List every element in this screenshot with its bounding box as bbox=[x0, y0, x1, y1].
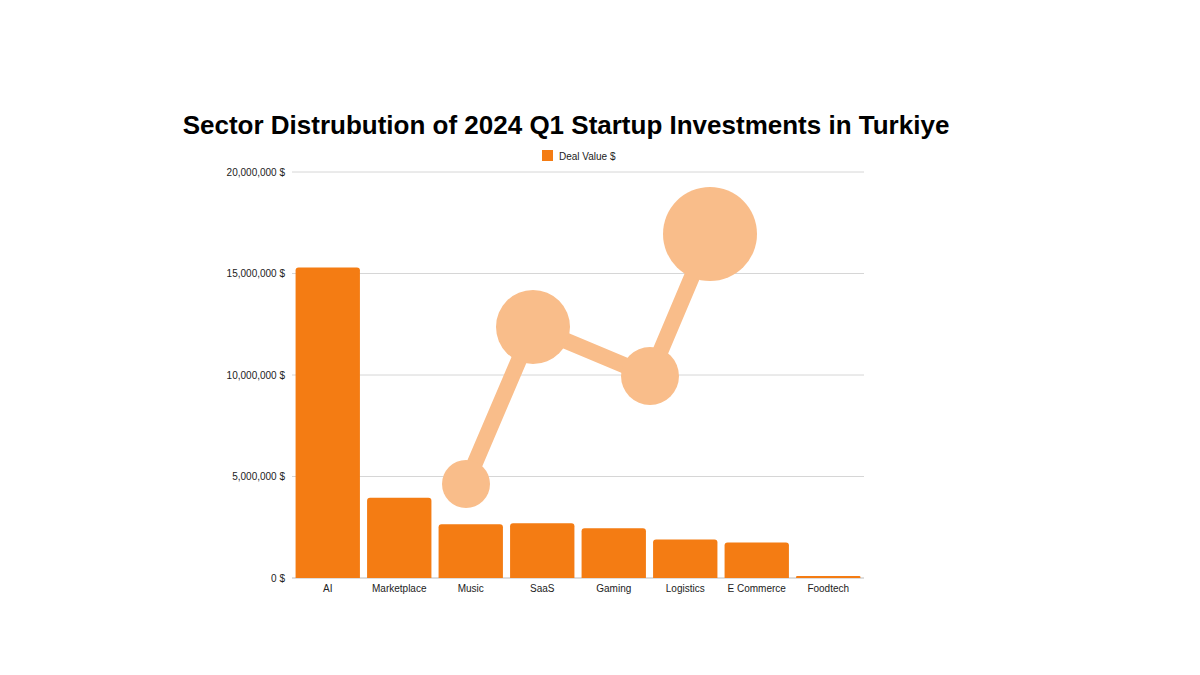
bar bbox=[653, 539, 717, 578]
bar bbox=[796, 576, 860, 578]
grid-line bbox=[292, 273, 864, 274]
decoration-circle bbox=[496, 290, 570, 364]
decoration-line bbox=[466, 234, 710, 484]
bar bbox=[582, 528, 646, 578]
y-tick-label: 15,000,000 $ bbox=[227, 268, 286, 279]
y-tick-label: 0 $ bbox=[271, 573, 285, 584]
bars bbox=[296, 267, 861, 578]
chart: Sector Distrubution of 2024 Q1 Startup I… bbox=[0, 0, 1200, 675]
x-tick-label: Logistics bbox=[666, 583, 705, 594]
legend: Deal Value $ bbox=[542, 150, 616, 162]
bar bbox=[296, 267, 360, 578]
decoration-circle bbox=[621, 347, 679, 405]
y-axis: 0 $ 5,000,000 $ 10,000,000 $ 15,000,000 $ 20… bbox=[227, 167, 864, 584]
y-tick-label: 20,000,000 $ bbox=[227, 167, 286, 178]
x-tick-label: Marketplace bbox=[372, 583, 427, 594]
decoration-circle bbox=[442, 460, 490, 508]
grid-line bbox=[292, 476, 864, 477]
x-tick-label: AI bbox=[323, 583, 332, 594]
x-tick-label: Music bbox=[458, 583, 484, 594]
bar bbox=[367, 498, 431, 578]
x-tick-label: E Commerce bbox=[728, 583, 787, 594]
decoration-circle bbox=[663, 187, 757, 281]
legend-label: Deal Value $ bbox=[559, 151, 616, 162]
grid-line bbox=[292, 172, 864, 173]
x-tick-label: SaaS bbox=[530, 583, 555, 594]
y-tick-label: 10,000,000 $ bbox=[227, 370, 286, 381]
title: Sector Distrubution of 2024 Q1 Startup I… bbox=[183, 110, 950, 140]
decoration bbox=[442, 187, 757, 508]
y-tick-label: 5,000,000 $ bbox=[232, 471, 285, 482]
bar bbox=[439, 524, 503, 578]
grid-line bbox=[292, 375, 864, 376]
legend-swatch bbox=[542, 150, 553, 161]
bar bbox=[725, 542, 789, 578]
x-axis: AI Marketplace Music SaaS Gaming Logistics E C… bbox=[323, 583, 849, 594]
x-tick-label: Gaming bbox=[596, 583, 631, 594]
bar bbox=[510, 523, 574, 578]
x-tick-label: Foodtech bbox=[807, 583, 849, 594]
